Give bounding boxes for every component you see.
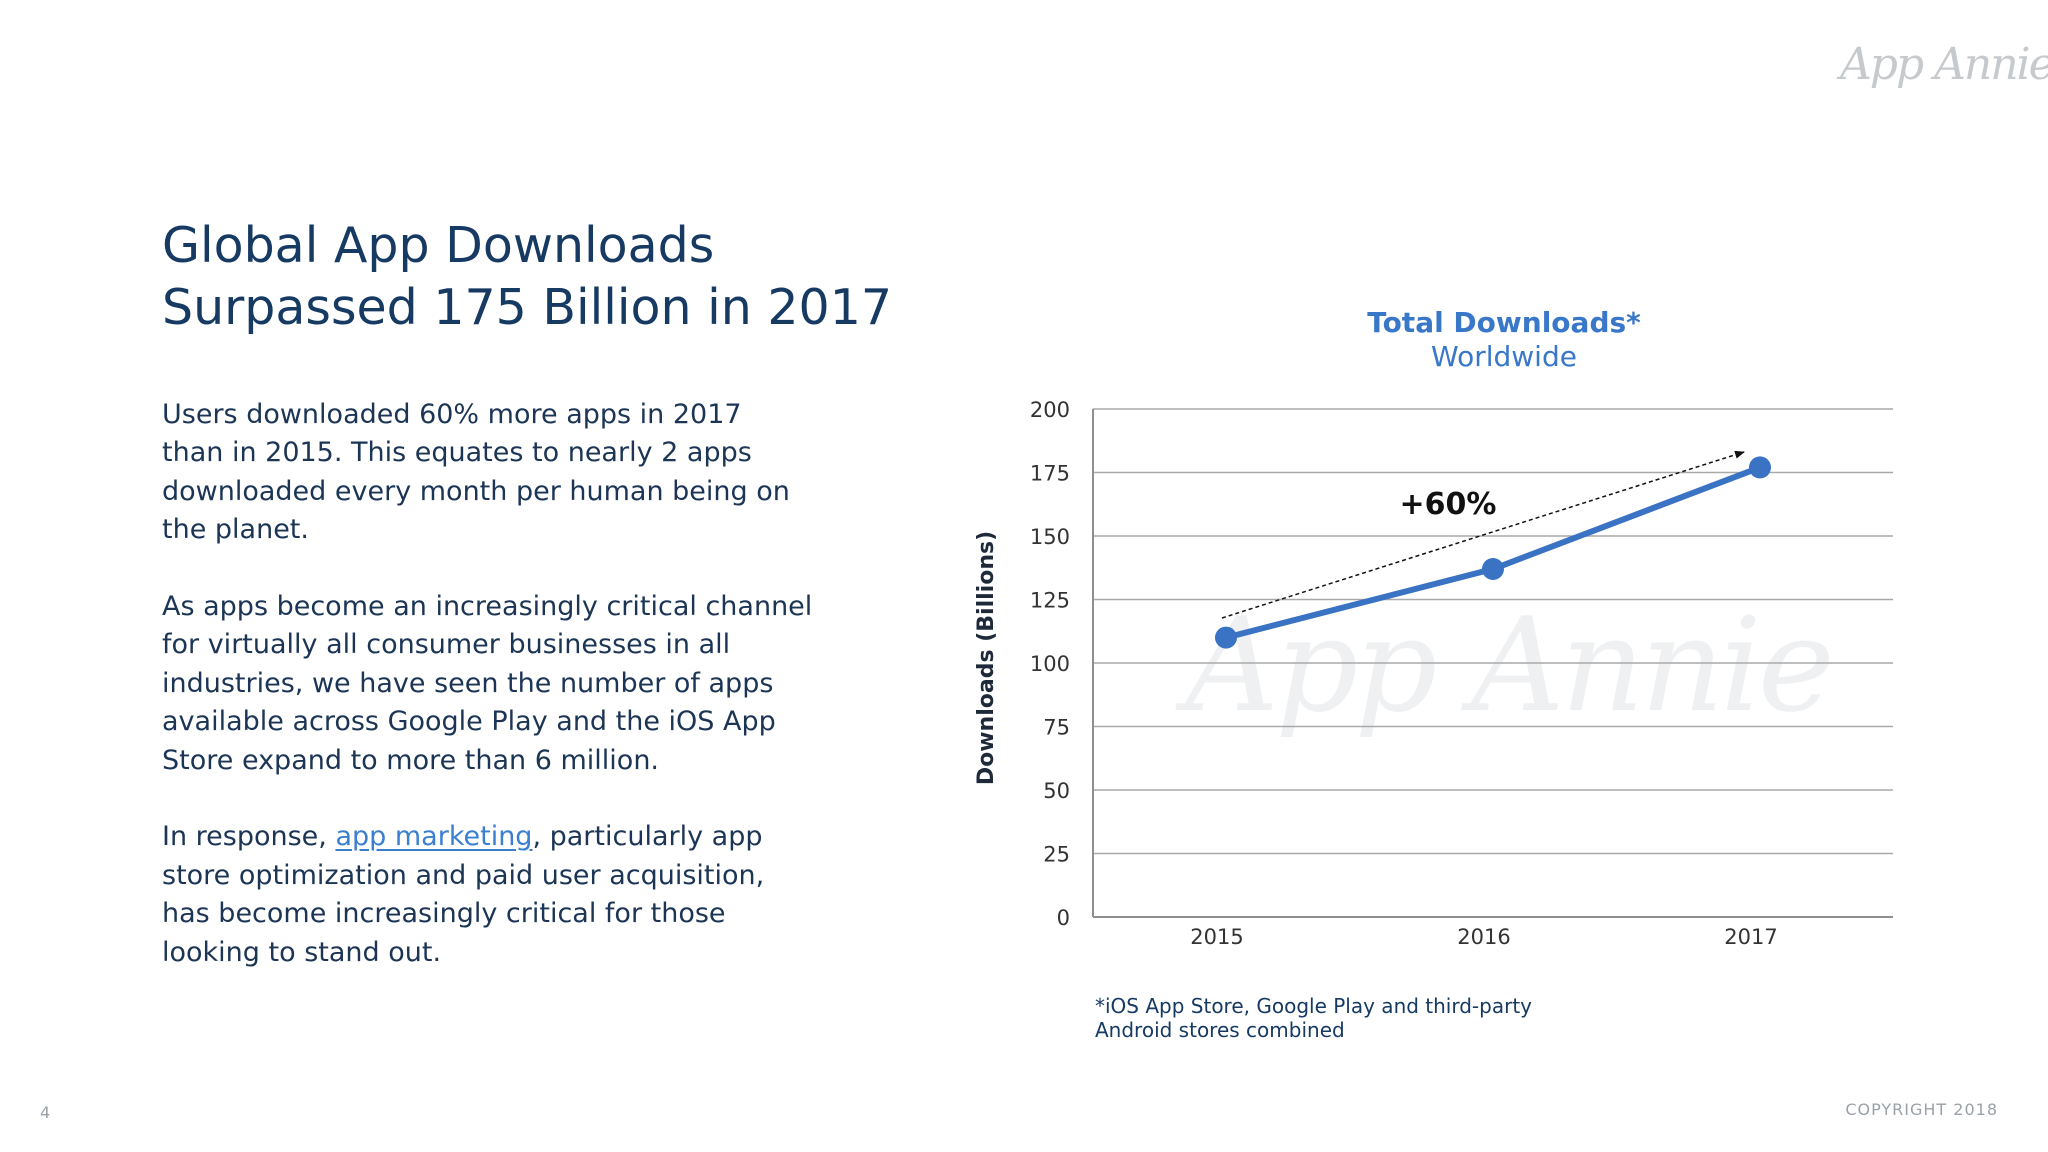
text-line: looking to stand out. <box>162 936 442 968</box>
chart-footnote: *iOS App Store, Google Play and third-pa… <box>1095 994 1615 1042</box>
text-line: Store expand to more than 6 million. <box>162 744 660 776</box>
growth-arrow <box>1221 450 1745 619</box>
series-layer <box>1215 456 1771 649</box>
text-line: As apps become an increasingly critical … <box>162 591 813 623</box>
body-text: Users downloaded 60% more apps in 2017 t… <box>162 396 842 1010</box>
y-tick-label: 175 <box>1030 462 1070 486</box>
footnote-line-1: *iOS App Store, Google Play and third-pa… <box>1095 994 1533 1018</box>
growth-label: +60% <box>1400 487 1497 522</box>
text-line: industries, we have seen the number of a… <box>162 667 774 699</box>
y-axis-label: Downloads (Billions) <box>974 531 999 785</box>
paragraph-downloads: Users downloaded 60% more apps in 2017 t… <box>162 396 842 550</box>
data-point <box>1749 456 1771 479</box>
y-tick-labels: 0 25 50 75 100 125 150 175 200 <box>1030 398 1070 930</box>
chart-gridlines <box>1093 408 1893 855</box>
slide-title: Global App Downloads Surpassed 175 Billi… <box>162 215 1062 339</box>
slide-title-line-2: Surpassed 175 Billion in 2017 <box>162 279 893 336</box>
x-tick-label: 2017 <box>1724 925 1777 949</box>
app-marketing-link[interactable]: app marketing <box>335 821 533 853</box>
x-tick-label: 2016 <box>1457 925 1510 949</box>
y-tick-label: 125 <box>1030 589 1070 613</box>
paragraph-marketing: In response, app marketing, particularly… <box>162 818 842 972</box>
chart-subtitle: Worldwide <box>1431 340 1577 373</box>
text-fragment: , particularly app <box>532 821 763 853</box>
y-tick-label: 100 <box>1030 652 1070 676</box>
text-line: downloaded every month per human being o… <box>162 475 790 507</box>
text-fragment: In response, <box>162 821 336 853</box>
text-line: In response, app marketing, particularly… <box>162 818 842 856</box>
chart-title-block: Total Downloads* Worldwide <box>1204 306 1804 374</box>
y-tick-label: 75 <box>1043 716 1070 740</box>
growth-annotation: +60% <box>1221 450 1745 619</box>
x-tick-label: 2015 <box>1190 925 1243 949</box>
copyright-notice: COPYRIGHT 2018 <box>1845 1100 1998 1119</box>
chart-axes <box>1092 409 1893 918</box>
chart-title: Total Downloads* <box>1367 306 1641 339</box>
data-point <box>1482 558 1504 581</box>
x-tick-labels: 2015 2016 2017 <box>1190 925 1777 949</box>
text-line: has become increasingly critical for tho… <box>162 898 726 930</box>
y-tick-label: 50 <box>1043 779 1070 803</box>
y-tick-label: 200 <box>1030 398 1070 422</box>
text-line: for virtually all consumer businesses in… <box>162 629 731 661</box>
slide-title-line-1: Global App Downloads <box>162 217 715 274</box>
paragraph-channels: As apps become an increasingly critical … <box>162 588 842 780</box>
text-line: Users downloaded 60% more apps in 2017 <box>162 399 742 430</box>
app-annie-watermark: App Annie <box>1175 589 1830 741</box>
data-point <box>1215 626 1237 649</box>
footnote-line-2: Android stores combined <box>1095 1018 1345 1042</box>
y-tick-label: 150 <box>1030 525 1070 549</box>
y-tick-label: 25 <box>1043 843 1070 867</box>
text-line: the planet. <box>162 514 309 546</box>
text-line: store optimization and paid user acquisi… <box>162 859 765 891</box>
page-number: 4 <box>40 1103 51 1122</box>
text-line: available across Google Play and the iOS… <box>162 706 776 738</box>
y-tick-label: 0 <box>1057 906 1070 930</box>
text-line: than in 2015. This equates to nearly 2 a… <box>162 437 752 469</box>
